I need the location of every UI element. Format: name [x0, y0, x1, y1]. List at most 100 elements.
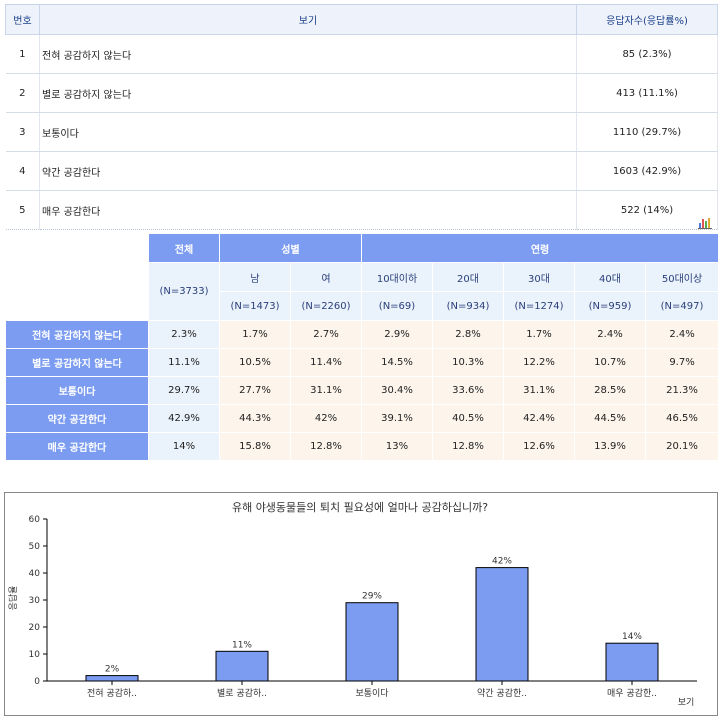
bar-chart: 유해 야생동물들의 퇴치 필요성에 얼마나 공감하십니까? 응답율 보기 0 10…: [4, 492, 718, 716]
row-value: 13.9%: [574, 432, 646, 461]
y-tick-label: 40: [29, 569, 41, 579]
row-value: 2.4%: [644, 320, 720, 349]
bar-value-label: 42%: [492, 557, 512, 567]
col-header-num: 번호: [5, 4, 40, 35]
row-value: 40.5%: [432, 404, 504, 433]
row-number: 4: [5, 151, 40, 191]
x-tick-label: 보통이다: [355, 688, 389, 699]
row-value: 2.7%: [290, 320, 362, 349]
row-number: 2: [5, 73, 40, 113]
bar: [605, 642, 659, 682]
row-value: 42%: [290, 404, 362, 433]
row-total: 14%: [148, 432, 220, 461]
table-row: 1 전혀 공감하지 않는다 85 (2.3%): [5, 34, 718, 74]
column-n: (N=934): [432, 291, 504, 321]
row-value: 9.7%: [644, 348, 720, 377]
x-tick-label: 전혀 공감하..: [87, 687, 137, 699]
row-total: 2.3%: [148, 320, 220, 349]
row-value: 42.4%: [503, 404, 575, 433]
row-number: 3: [5, 112, 40, 152]
chart-plot-area: 0 10 20 30 40 50 60 2% 전혀 공감하.. 11% 별로 공감하.. 29% 보통이…: [29, 515, 697, 699]
y-tick-label: 20: [29, 623, 41, 633]
row-value: 10.7%: [574, 348, 646, 377]
column-n: (N=2260): [290, 291, 362, 321]
cross-row: 별로 공감하지 않는다 11.1% 10.5% 11.4% 14.5% 10.3% 12.2…: [5, 348, 720, 377]
corner-cell: [5, 233, 149, 321]
table-row: 4 약간 공감한다 1603 (42.9%): [5, 151, 718, 191]
row-value: 11.4%: [290, 348, 362, 377]
row-value: 10.5%: [219, 348, 291, 377]
row-value: 21.3%: [644, 376, 720, 405]
row-value: 1.7%: [503, 320, 575, 349]
column-n: (N=69): [361, 291, 433, 321]
row-value: 20.1%: [644, 432, 720, 461]
column-label: 남: [219, 262, 291, 292]
row-value: 2.4%: [574, 320, 646, 349]
row-count: 522 (14%): [576, 190, 718, 230]
table-row: 5 매우 공감한다 522 (14%): [5, 190, 718, 230]
row-number: 1: [5, 34, 40, 74]
row-value: 33.6%: [432, 376, 504, 405]
bar-value-label: 2%: [105, 665, 120, 675]
column-n: (N=959): [574, 291, 646, 321]
col-header-option: 보기: [39, 4, 577, 35]
row-value: 2.9%: [361, 320, 433, 349]
row-value: 12.6%: [503, 432, 575, 461]
chart-xlabel: 보기: [678, 697, 695, 708]
row-value: 44.3%: [219, 404, 291, 433]
col-header-count: 응답자수(응답률%): [576, 4, 718, 35]
row-label: 별로 공감하지 않는다: [5, 348, 149, 377]
y-tick-label: 30: [29, 596, 41, 606]
row-value: 31.1%: [503, 376, 575, 405]
row-label: 전혀 공감하지 않는다: [5, 320, 149, 349]
row-value: 39.1%: [361, 404, 433, 433]
row-value: 2.8%: [432, 320, 504, 349]
row-value: 15.8%: [219, 432, 291, 461]
row-label: 약간 공감한다: [5, 404, 149, 433]
row-option: 약간 공감한다: [39, 151, 577, 191]
y-tick-label: 0: [34, 677, 40, 687]
cross-row: 약간 공감한다 42.9% 44.3% 42% 39.1% 40.5% 42.4% 44.5%…: [5, 404, 720, 433]
column-n: (N=497): [644, 291, 720, 321]
response-table-header: 번호 보기 응답자수(응답률%): [5, 4, 718, 35]
row-option: 보통이다: [39, 112, 577, 152]
row-value: 12.2%: [503, 348, 575, 377]
chart-title: 유해 야생동물들의 퇴치 필요성에 얼마나 공감하십니까?: [232, 500, 488, 514]
column-label: 여: [290, 262, 362, 292]
row-count: 1603 (42.9%): [576, 151, 718, 191]
row-value: 14.5%: [361, 348, 433, 377]
row-value: 12.8%: [432, 432, 504, 461]
y-tick-label: 50: [29, 542, 41, 552]
column-label: 40대: [574, 262, 646, 292]
header-total: 전체: [148, 233, 220, 263]
row-number: 5: [5, 190, 40, 230]
row-count: 1110 (29.7%): [576, 112, 718, 152]
column-label: 30대: [503, 262, 575, 292]
table-row: 2 별로 공감하지 않는다 413 (11.1%): [5, 73, 718, 113]
response-table: 번호 보기 응답자수(응답률%) 1 전혀 공감하지 않는다 85 (2.3%) 2 별…: [5, 4, 718, 230]
x-tick-label: 약간 공감한..: [477, 687, 527, 699]
bar: [215, 650, 269, 682]
row-label: 매우 공감한다: [5, 432, 149, 461]
row-value: 10.3%: [432, 348, 504, 377]
bar: [475, 567, 529, 682]
total-n: (N=3733): [148, 262, 220, 321]
row-value: 1.7%: [219, 320, 291, 349]
row-value: 28.5%: [574, 376, 646, 405]
y-tick-label: 60: [29, 515, 41, 525]
row-option: 전혀 공감하지 않는다: [39, 34, 577, 74]
table-row: 3 보통이다 1110 (29.7%): [5, 112, 718, 152]
row-total: 11.1%: [148, 348, 220, 377]
bar-chart-icon[interactable]: [698, 217, 712, 229]
row-option: 매우 공감한다: [39, 190, 577, 230]
bar-value-label: 11%: [232, 640, 252, 650]
cross-tab-table: 전체 성별 연령 (N=3733) 남 여 10대이하 20대 30대 40대 50대이상 …: [5, 233, 720, 461]
row-label: 보통이다: [5, 376, 149, 405]
row-value: 44.5%: [574, 404, 646, 433]
bar-value-label: 14%: [622, 632, 642, 642]
row-count: 85 (2.3%): [576, 34, 718, 74]
cross-row: 매우 공감한다 14% 15.8% 12.8% 13% 12.8% 12.6% 13.9% 20…: [5, 432, 720, 461]
column-label: 20대: [432, 262, 504, 292]
column-label: 50대이상: [644, 262, 720, 292]
row-option: 별로 공감하지 않는다: [39, 73, 577, 113]
